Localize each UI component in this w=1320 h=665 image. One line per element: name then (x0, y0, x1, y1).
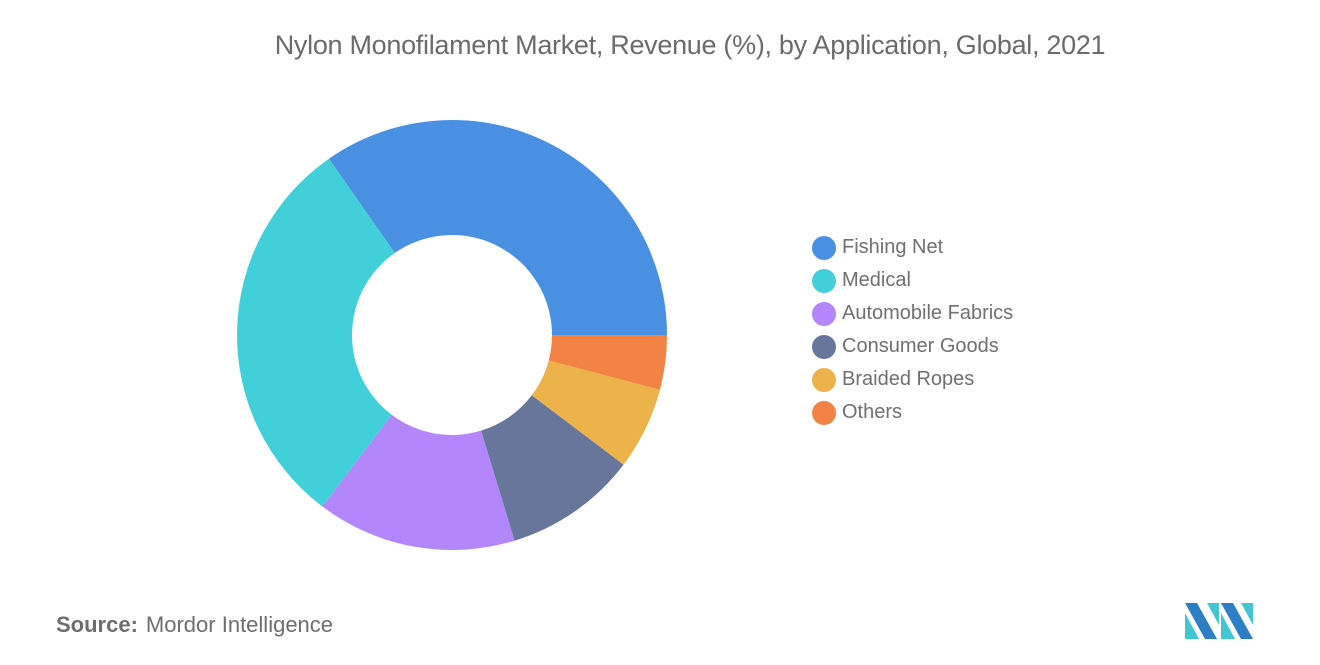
legend-swatch-icon (812, 367, 836, 392)
legend-swatch-icon (812, 334, 836, 359)
legend-label: Fishing Net (842, 236, 944, 258)
source-note: Source: Mordor Intelligence (56, 612, 333, 638)
slice-others[interactable] (548, 335, 667, 390)
legend-label: Medical (842, 269, 911, 291)
slice-fishing-net[interactable] (328, 119, 667, 335)
slice-consumer-goods[interactable] (481, 395, 624, 541)
legend-swatch-icon (812, 400, 836, 425)
legend-swatch-icon (812, 301, 836, 326)
legend-label: Consumer Goods (842, 335, 999, 357)
legend-item-consumer-goods[interactable]: Consumer Goods (812, 330, 1013, 363)
legend: Fishing Net Medical Automobile Fabrics C… (812, 231, 1013, 429)
legend-label: Others (842, 401, 903, 423)
legend-item-fishing-net[interactable]: Fishing Net (812, 231, 1013, 264)
slice-braided-ropes[interactable] (531, 360, 660, 465)
legend-label: Braided Ropes (842, 368, 975, 390)
legend-label: Automobile Fabrics (842, 302, 1014, 324)
chart-title: Nylon Monofilament Market, Revenue (%), … (274, 30, 1106, 60)
legend-swatch-icon (812, 235, 836, 260)
mordor-intelligence-logo-icon (1185, 603, 1253, 639)
legend-swatch-icon (812, 268, 836, 293)
legend-item-automobile-fabrics[interactable]: Automobile Fabrics (812, 297, 1013, 330)
legend-item-others[interactable]: Others (812, 396, 1013, 429)
slice-medical[interactable] (237, 158, 395, 507)
legend-item-braided-ropes[interactable]: Braided Ropes (812, 363, 1013, 396)
source-label: Source: (56, 612, 138, 637)
slice-automobile-fabrics[interactable] (322, 414, 515, 550)
donut-slices (237, 119, 667, 550)
legend-item-medical[interactable]: Medical (812, 264, 1013, 297)
source-value: Mordor Intelligence (145, 612, 334, 637)
